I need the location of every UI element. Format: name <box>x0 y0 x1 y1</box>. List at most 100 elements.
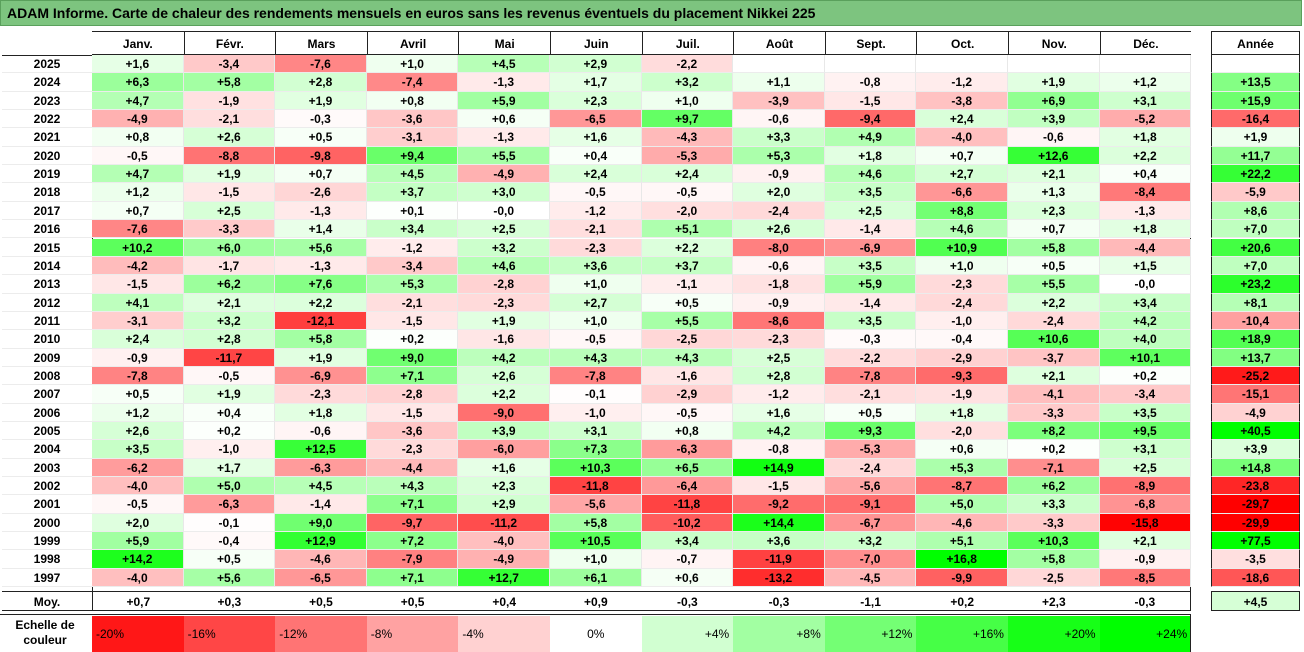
heatmap-cell: +9,0 <box>366 348 459 367</box>
heatmap-cell: +5,0 <box>916 495 1008 514</box>
heatmap-cell: -5,3 <box>824 440 917 459</box>
row-year-label: 1999 <box>2 532 92 551</box>
heatmap-cell: +14,4 <box>733 513 825 533</box>
heatmap-cell: -6,6 <box>916 183 1008 202</box>
heatmap-cell: +4,5 <box>458 55 550 74</box>
heatmap-cell: -2,9 <box>916 348 1008 367</box>
heatmap-cell: +4,5 <box>275 477 367 496</box>
heatmap-cell: +6,3 <box>92 73 184 92</box>
heatmap-cell: +7,1 <box>366 495 459 514</box>
heatmap-cell: +1,6 <box>550 128 642 147</box>
heatmap-cell: +0,8 <box>92 128 184 147</box>
heatmap-cell: -9,2 <box>733 495 825 514</box>
heatmap-cell: +5,8 <box>275 330 367 349</box>
legend-swatch: +16% <box>916 616 1008 652</box>
heatmap-cell: +0,5 <box>824 403 917 422</box>
heatmap-cell: +3,2 <box>824 532 917 551</box>
legend-swatch: +8% <box>733 616 825 652</box>
heatmap-cell: +1,7 <box>550 73 642 92</box>
heatmap-cell: -4,0 <box>916 128 1008 147</box>
heatmap-cell: +2,7 <box>916 165 1008 184</box>
heatmap-cell: -4,2 <box>92 256 184 276</box>
heatmap-cell: +0,6 <box>916 440 1008 459</box>
heatmap-cell: +7,3 <box>550 440 642 459</box>
heatmap-cell: +2,6 <box>733 220 825 239</box>
heatmap-cell: -3,8 <box>916 91 1008 111</box>
heatmap-cell: +0,2 <box>366 330 459 349</box>
annual-cell: +13,7 <box>1211 348 1300 367</box>
heatmap-cell: -7,0 <box>824 550 917 569</box>
heatmap-cell: +0,8 <box>366 91 459 111</box>
heatmap-cell: +9,7 <box>641 110 734 129</box>
heatmap-cell: +1,8 <box>1099 128 1192 147</box>
heatmap-cell: -12,1 <box>275 311 367 331</box>
heatmap-cell <box>916 55 1008 74</box>
month-header: Mai <box>458 31 550 55</box>
heatmap-cell: +1,0 <box>550 550 642 569</box>
average-cell: -0,3 <box>733 591 825 612</box>
heatmap-cell: +0,6 <box>641 568 734 588</box>
row-year-label: 2019 <box>2 165 92 184</box>
heatmap-cell: +8,8 <box>916 201 1008 221</box>
heatmap-cell: +0,5 <box>641 293 734 312</box>
heatmap-cell: -1,9 <box>183 91 276 111</box>
annual-cell: -18,6 <box>1211 568 1300 588</box>
heatmap-cell: -9,3 <box>916 366 1008 386</box>
row-year-label: 2001 <box>2 495 92 514</box>
heatmap-cell: +0,2 <box>1008 440 1100 459</box>
heatmap-cell <box>824 55 917 74</box>
heatmap-cell: -7,9 <box>366 550 459 569</box>
heatmap-cell: -0,9 <box>733 293 825 312</box>
heatmap-cell: +5,8 <box>1008 550 1100 569</box>
heatmap-cell: +14,2 <box>92 550 184 569</box>
month-header: Juil. <box>641 31 734 55</box>
average-annual-cell: +4,5 <box>1211 591 1300 612</box>
heatmap-cell: +3,5 <box>824 183 917 202</box>
month-header: Nov. <box>1008 31 1100 55</box>
annual-cell: -5,9 <box>1211 183 1300 202</box>
heatmap-cell: -0,7 <box>641 550 734 569</box>
heatmap-cell: -11,8 <box>550 477 642 496</box>
heatmap-cell: +5,9 <box>824 275 917 294</box>
heatmap-cell: +2,7 <box>550 293 642 312</box>
row-year-label: 2022 <box>2 110 92 129</box>
heatmap-cell: +2,6 <box>183 128 276 147</box>
annual-cell: -29,7 <box>1211 495 1300 514</box>
heatmap-cell: +5,8 <box>550 513 642 533</box>
row-year-label: 2017 <box>2 202 92 221</box>
heatmap-cell: -6,2 <box>92 458 184 478</box>
heatmap-cell: +1,6 <box>92 55 184 74</box>
heatmap-cell: +7,1 <box>366 568 459 588</box>
average-cell: +2,3 <box>1008 591 1100 612</box>
heatmap-cell: +2,3 <box>1008 201 1100 221</box>
heatmap-cell: +1,9 <box>275 348 367 367</box>
heatmap-cell: -2,9 <box>641 385 734 404</box>
annual-cell: +1,9 <box>1211 128 1300 147</box>
heatmap-cell: -2,1 <box>183 110 276 129</box>
heatmap-cell: +10,6 <box>1008 330 1100 349</box>
heatmap-cell: -0,8 <box>824 73 917 92</box>
heatmap-cell <box>1099 55 1192 74</box>
heatmap-cell: -6,3 <box>641 440 734 459</box>
heatmap-cell: -0,0 <box>458 201 550 221</box>
heatmap-cell: +1,6 <box>733 403 825 422</box>
heatmap-cell: +3,1 <box>1099 91 1192 111</box>
heatmap-cell: -0,5 <box>92 495 184 514</box>
heatmap-cell: +0,5 <box>183 550 276 569</box>
row-year-label: 1997 <box>2 569 92 588</box>
heatmap-cell: +2,4 <box>92 330 184 349</box>
heatmap-cell: -3,9 <box>733 91 825 111</box>
annual-cell: +18,9 <box>1211 330 1300 349</box>
heatmap-cell: -0,5 <box>550 330 642 349</box>
heatmap-cell: +10,2 <box>92 238 184 257</box>
heatmap-cell: -0,5 <box>183 366 276 386</box>
heatmap-cell: -15,8 <box>1099 513 1192 533</box>
heatmap-cell: +3,9 <box>1008 110 1100 129</box>
heatmap-cell: +3,6 <box>733 532 825 551</box>
heatmap-cell: +3,3 <box>1008 495 1100 514</box>
heatmap-cell: +5,3 <box>366 275 459 294</box>
heatmap-cell: -9,8 <box>275 146 367 166</box>
heatmap-cell: -1,3 <box>275 201 367 221</box>
heatmap-cell: +1,9 <box>183 385 276 404</box>
heatmap-cell: +0,7 <box>275 165 367 184</box>
